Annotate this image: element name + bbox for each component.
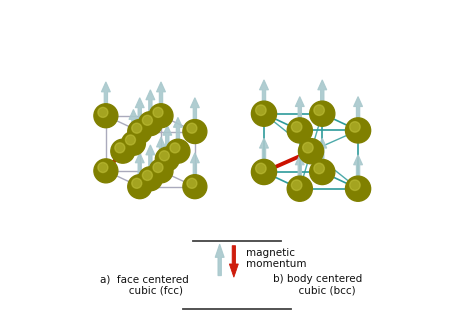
Circle shape <box>314 105 324 116</box>
Circle shape <box>251 159 276 185</box>
FancyArrow shape <box>146 145 155 169</box>
Circle shape <box>149 104 173 128</box>
Circle shape <box>153 163 163 173</box>
Circle shape <box>299 139 324 164</box>
FancyArrow shape <box>156 82 165 106</box>
Circle shape <box>98 163 108 173</box>
FancyArrow shape <box>259 138 268 162</box>
Circle shape <box>255 105 266 116</box>
FancyArrow shape <box>191 98 200 121</box>
Circle shape <box>346 118 371 143</box>
FancyArrow shape <box>318 80 327 104</box>
Circle shape <box>126 135 136 145</box>
FancyArrow shape <box>101 161 110 181</box>
FancyArrow shape <box>259 80 268 104</box>
Circle shape <box>149 159 173 183</box>
Circle shape <box>302 142 313 153</box>
Circle shape <box>346 176 371 201</box>
Circle shape <box>170 143 180 153</box>
Circle shape <box>153 107 163 117</box>
FancyArrow shape <box>135 98 144 121</box>
Circle shape <box>159 151 169 161</box>
Circle shape <box>132 123 142 133</box>
Circle shape <box>155 147 179 171</box>
FancyArrow shape <box>354 155 363 179</box>
FancyArrow shape <box>295 155 304 179</box>
Circle shape <box>255 163 266 174</box>
Circle shape <box>138 167 162 191</box>
FancyArrow shape <box>146 90 155 113</box>
Circle shape <box>292 122 302 132</box>
Circle shape <box>111 139 135 163</box>
Circle shape <box>142 170 153 180</box>
Circle shape <box>115 143 125 153</box>
FancyArrow shape <box>118 141 128 161</box>
FancyArrow shape <box>354 97 363 120</box>
Circle shape <box>183 120 207 144</box>
FancyArrow shape <box>229 246 238 277</box>
Text: a)  face centered
       cubic (fcc): a) face centered cubic (fcc) <box>100 274 189 296</box>
FancyArrow shape <box>129 110 138 133</box>
Circle shape <box>251 101 276 126</box>
Circle shape <box>287 118 312 143</box>
Circle shape <box>183 175 207 199</box>
FancyArrow shape <box>307 141 316 161</box>
Circle shape <box>94 104 118 128</box>
Circle shape <box>314 163 324 174</box>
Circle shape <box>310 159 335 185</box>
FancyArrow shape <box>156 137 165 161</box>
FancyArrow shape <box>295 97 304 120</box>
Circle shape <box>94 159 118 183</box>
Circle shape <box>121 131 146 155</box>
Circle shape <box>98 107 108 117</box>
Circle shape <box>132 178 142 188</box>
Circle shape <box>292 180 302 191</box>
FancyArrow shape <box>318 138 327 162</box>
Circle shape <box>128 120 152 144</box>
FancyArrow shape <box>215 244 224 276</box>
Circle shape <box>287 176 312 201</box>
Circle shape <box>187 178 197 188</box>
FancyArrow shape <box>101 82 110 106</box>
FancyArrow shape <box>191 153 200 176</box>
Circle shape <box>166 139 190 163</box>
Circle shape <box>350 122 360 132</box>
Text: b) body centered
      cubic (bcc): b) body centered cubic (bcc) <box>273 274 362 296</box>
Circle shape <box>138 112 162 135</box>
Circle shape <box>142 115 153 125</box>
Circle shape <box>128 175 152 199</box>
FancyArrow shape <box>173 117 182 141</box>
FancyArrow shape <box>163 125 172 149</box>
Circle shape <box>187 123 197 133</box>
Circle shape <box>350 180 360 191</box>
Text: magnetic
momentum: magnetic momentum <box>246 248 307 269</box>
FancyArrow shape <box>135 153 144 176</box>
Circle shape <box>310 101 335 126</box>
